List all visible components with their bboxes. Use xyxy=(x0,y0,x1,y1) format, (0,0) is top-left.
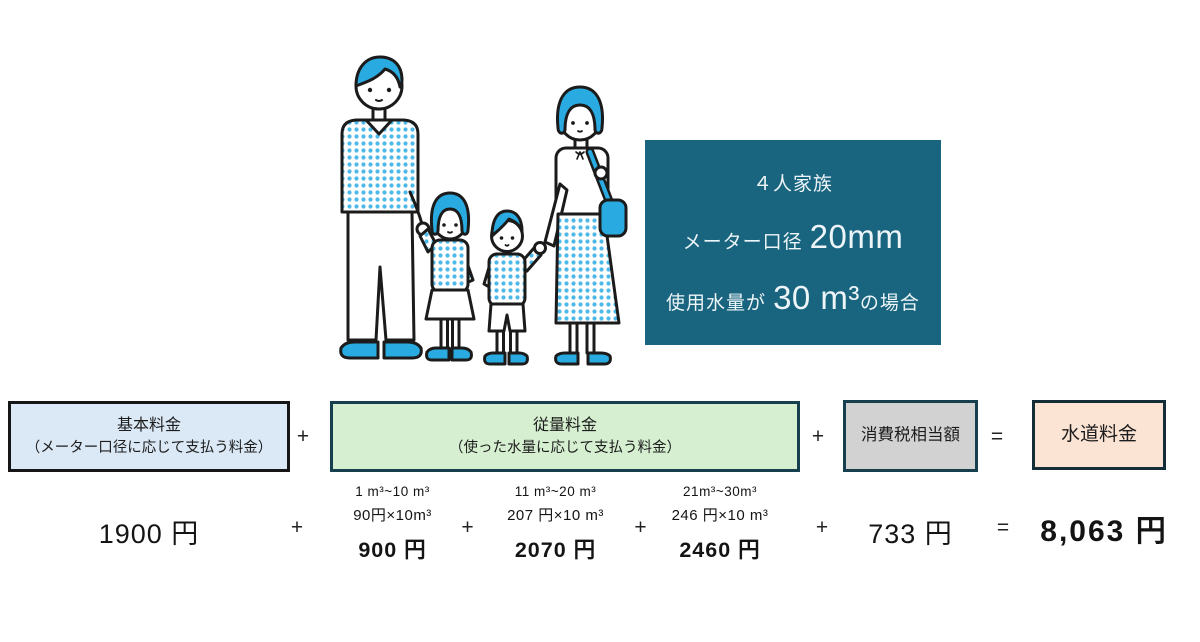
plus-operator: + xyxy=(296,424,310,448)
volume-tier-3: 21m³~30m³ 246 円×10 m³ 2460 円 xyxy=(655,484,785,564)
scenario-family: ４人家族 xyxy=(752,173,833,195)
tier-range: 11 m³~20 m³ xyxy=(514,484,597,499)
tier-range: 21m³~30m³ xyxy=(683,484,757,499)
tax-amount: 733 円 xyxy=(868,519,953,549)
total-title: 水道料金 xyxy=(1060,424,1137,446)
plus-operator: + xyxy=(815,516,829,539)
plus-operator: + xyxy=(811,424,825,448)
equals-operator: = xyxy=(990,424,1004,448)
daughter-figure xyxy=(418,191,476,362)
mother-figure xyxy=(543,85,628,366)
scenario-usage: 使用水量が 30 m³の場合 xyxy=(666,279,920,317)
usage-value: 30 m³ xyxy=(773,278,860,316)
volume-tier-2: 11 m³~20 m³ 207 円×10 m³ 2070 円 xyxy=(483,484,628,564)
usage-suffix: の場合 xyxy=(859,292,920,314)
scenario-meter: メーター口径 20mm xyxy=(683,218,904,256)
tax-box: 消費税相当額 xyxy=(843,400,978,472)
total-box: 水道料金 xyxy=(1032,400,1166,470)
tier-calc: 207 円×10 m³ xyxy=(507,507,604,524)
tier-range: 1 m³~10 m³ xyxy=(355,484,430,499)
tier-amount: 900 円 xyxy=(358,538,427,562)
tier-calc: 90円×10m³ xyxy=(353,507,432,524)
basic-fee-title: 基本料金 xyxy=(116,417,181,435)
basic-fee-box: 基本料金 （メーター口径に応じて支払う料金） xyxy=(8,401,290,472)
plus-operator: + xyxy=(461,516,474,539)
volume-fee-title: 従量料金 xyxy=(532,417,597,435)
family-of-four-illustration xyxy=(332,42,628,378)
plus-operator: + xyxy=(290,516,304,539)
basic-fee-amount: 1900 円 xyxy=(98,519,200,549)
plus-operator: + xyxy=(634,516,647,539)
volume-tier-1: 1 m³~10 m³ 90円×10m³ 900 円 xyxy=(330,484,455,564)
tier-calc: 246 円×10 m³ xyxy=(671,507,769,524)
meter-label: メーター口径 xyxy=(682,232,803,253)
tier-amount: 2460 円 xyxy=(679,538,761,562)
total-amount: 8,063 円 xyxy=(1040,515,1168,548)
volume-fee-subtitle: （使った水量に応じて支払う料金） xyxy=(449,439,681,456)
equals-operator: = xyxy=(996,516,1010,539)
tier-amount: 2070 円 xyxy=(514,538,597,562)
son-figure xyxy=(482,209,547,366)
basic-fee-subtitle: （メーター口径に応じて支払う料金） xyxy=(25,439,273,456)
usage-prefix: 使用水量が xyxy=(666,292,767,314)
tax-title: 消費税相当額 xyxy=(861,426,960,445)
scenario-box: ４人家族 メーター口径 20mm 使用水量が 30 m³の場合 xyxy=(645,140,941,345)
father-figure xyxy=(339,55,431,360)
meter-value: 20mm xyxy=(809,218,904,255)
family-illustration-svg xyxy=(339,55,628,366)
volume-fee-box: 従量料金 （使った水量に応じて支払う料金） xyxy=(330,401,800,472)
